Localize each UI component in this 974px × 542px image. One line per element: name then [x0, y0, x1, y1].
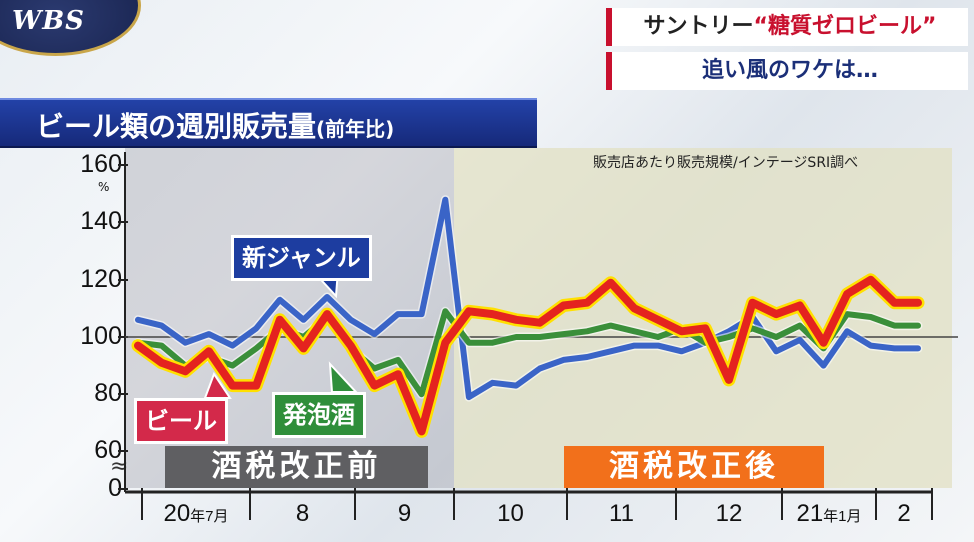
- y-axis-unit: %: [98, 180, 110, 194]
- x-tick-label: 12: [715, 500, 743, 527]
- y-tick-label: 120: [80, 265, 122, 293]
- series-label-new-genre: 新ジャンル: [231, 235, 372, 281]
- x-tick-label: 11: [609, 500, 634, 527]
- series-label-pointer-happoshu: [328, 361, 359, 393]
- x-tick-label: 2: [897, 500, 911, 527]
- x-tick-label: 8: [295, 500, 310, 527]
- x-tick-label: 20年7月: [163, 500, 229, 527]
- axis-break-mark: ≈: [110, 454, 129, 479]
- headline-line-1-accent: “糖質ゼロビール”: [753, 14, 937, 39]
- x-tick-label: 9: [397, 500, 412, 527]
- y-tick-label: 140: [80, 207, 122, 235]
- x-tick-label: 10: [497, 500, 524, 527]
- series-outline: [133, 195, 923, 402]
- chart-title: ビール類の週別販売量(前年比): [36, 105, 394, 145]
- series-label-beer: ビール: [134, 398, 228, 444]
- chart-title-bar: ビール類の週別販売量(前年比): [0, 98, 537, 148]
- y-tick-label: 0: [108, 474, 122, 502]
- headline-line-2: 追い風のワケは…: [606, 52, 968, 90]
- series-line: [134, 275, 922, 436]
- headline-line-1: サントリー“糖質ゼロビール”: [606, 8, 968, 46]
- chart-title-suffix: (前年比): [316, 117, 395, 141]
- y-tick-label: 60: [94, 436, 122, 464]
- x-tick-label: 21年1月: [796, 500, 862, 527]
- y-tick-label: 100: [80, 322, 122, 350]
- wbs-logo-text: WBS: [12, 6, 85, 36]
- chart-title-main: ビール類の週別販売量: [36, 110, 317, 143]
- period-label-after-tax-revision: 酒税改正後: [564, 446, 824, 488]
- series-label-happoshu: 発泡酒: [272, 392, 366, 438]
- headline-line-1-prefix: サントリー: [643, 14, 754, 39]
- series-line: [135, 196, 921, 401]
- period-label-before-tax-revision: 酒税改正前: [165, 446, 428, 488]
- chart-source-note: 販売店あたり販売規模/インテージSRI調べ: [593, 155, 859, 171]
- y-tick-label: 160: [80, 150, 122, 178]
- y-tick-label: 80: [94, 379, 122, 407]
